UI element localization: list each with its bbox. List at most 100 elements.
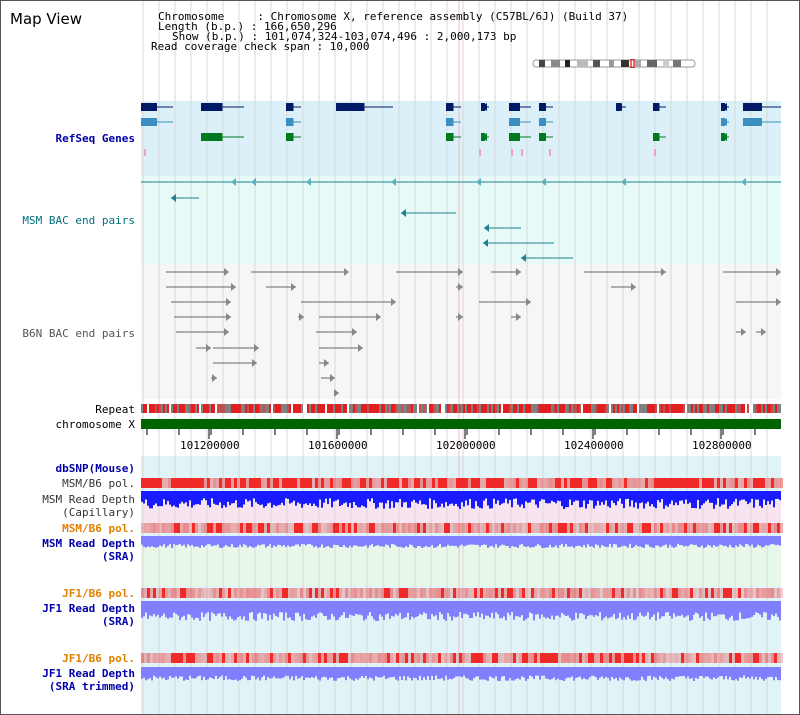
depth-bar xyxy=(179,601,181,621)
chromosome-ideogram[interactable] xyxy=(531,53,699,69)
polymorphism-cell xyxy=(489,478,492,488)
depth-bar xyxy=(313,491,315,504)
depth-bar xyxy=(245,667,247,678)
depth-bar xyxy=(183,601,185,616)
repeat-segment xyxy=(143,404,145,413)
depth-bar xyxy=(375,601,377,621)
polymorphism-cell xyxy=(615,478,618,488)
depth-bar xyxy=(189,536,191,546)
depth-bar xyxy=(547,601,549,618)
polymorphism-cell xyxy=(366,523,369,533)
repeat-segment xyxy=(721,404,723,413)
depth-bar xyxy=(529,491,531,503)
repeat-segment xyxy=(535,404,537,413)
polymorphism-cell xyxy=(642,653,645,663)
polymorphism-cell xyxy=(492,653,495,663)
depth-bar xyxy=(733,667,735,681)
depth-bar xyxy=(201,491,203,501)
repeat-segment xyxy=(289,404,291,413)
depth-bar xyxy=(247,601,249,621)
polymorphism-cell xyxy=(672,588,675,598)
polymorphism-cell xyxy=(342,588,345,598)
repeat-segment xyxy=(623,404,625,413)
depth-bar xyxy=(499,667,501,681)
depth-bar xyxy=(177,601,179,616)
depth-bar xyxy=(203,491,205,499)
depth-bar xyxy=(591,491,593,501)
polymorphism-cell xyxy=(384,478,387,488)
depth-bar xyxy=(279,601,281,613)
depth-bar xyxy=(257,491,259,504)
depth-bar xyxy=(711,536,713,548)
repeat-segment xyxy=(609,404,611,413)
polymorphism-cell xyxy=(444,653,447,663)
polymorphism-cell xyxy=(144,478,147,488)
repeat-segment xyxy=(685,404,687,413)
track-label-refseq-genes[interactable]: RefSeq Genes xyxy=(55,132,135,145)
repeat-segment xyxy=(145,404,147,413)
depth-bar xyxy=(199,667,201,676)
depth-bar xyxy=(167,491,169,502)
depth-bar xyxy=(251,491,253,507)
polymorphism-cell xyxy=(177,523,180,533)
depth-bar xyxy=(681,536,683,546)
depth-bar xyxy=(251,536,253,548)
depth-bar xyxy=(479,536,481,547)
polymorphism-cell xyxy=(213,523,216,533)
depth-bar xyxy=(683,667,685,676)
polymorphism-cell xyxy=(609,588,612,598)
polymorphism-cell xyxy=(705,478,708,488)
depth-bar xyxy=(365,491,367,508)
repeat-segment xyxy=(615,404,617,413)
depth-bar xyxy=(581,601,583,614)
polymorphism-cell xyxy=(657,523,660,533)
polymorphism-cell xyxy=(504,653,507,663)
depth-bar xyxy=(525,601,527,620)
polymorphism-cell xyxy=(318,523,321,533)
polymorphism-cell xyxy=(318,653,321,663)
depth-bar xyxy=(547,491,549,504)
polymorphism-cell xyxy=(150,588,153,598)
repeat-segment xyxy=(699,404,701,413)
depth-bar xyxy=(623,667,625,681)
depth-bar xyxy=(433,491,435,501)
track-label-dbsnp[interactable]: dbSNP(Mouse) xyxy=(55,462,135,475)
polymorphism-cell xyxy=(237,588,240,598)
polymorphism-cell xyxy=(267,653,270,663)
depth-bar xyxy=(695,667,697,678)
depth-bar xyxy=(721,601,723,615)
depth-bar xyxy=(175,491,177,507)
polymorphism-cell xyxy=(417,653,420,663)
depth-bar xyxy=(463,491,465,507)
depth-bar xyxy=(691,667,693,679)
bac-end-marker xyxy=(291,283,296,291)
polymorphism-cell xyxy=(213,478,216,488)
repeat-segment xyxy=(647,404,649,413)
polymorphism-cell xyxy=(459,653,462,663)
repeat-segment xyxy=(217,404,219,413)
depth-bar xyxy=(761,491,763,508)
polymorphism-cell xyxy=(750,653,753,663)
depth-bar xyxy=(751,667,753,677)
depth-bar xyxy=(519,667,521,680)
polymorphism-cell xyxy=(195,478,198,488)
bac-end-marker xyxy=(352,328,357,336)
polymorphism-cell xyxy=(645,523,648,533)
depth-bar xyxy=(671,491,673,501)
track-label-msm-bac[interactable]: MSM BAC end pairs xyxy=(22,214,135,227)
repeat-segment xyxy=(773,404,775,413)
depth-bar xyxy=(491,491,493,509)
depth-bar xyxy=(339,536,341,547)
depth-bar xyxy=(305,536,307,546)
axis-tick-label: 102000000 xyxy=(436,439,496,452)
depth-bar xyxy=(245,601,247,621)
depth-bar xyxy=(429,601,431,620)
depth-bar xyxy=(695,491,697,509)
track-label-b6n-bac[interactable]: B6N BAC end pairs xyxy=(22,327,135,340)
depth-bar xyxy=(181,601,183,618)
bac-end-marker xyxy=(251,178,256,186)
depth-bar xyxy=(371,536,373,544)
repeat-segment xyxy=(549,404,551,413)
depth-bar xyxy=(253,491,255,499)
depth-bar xyxy=(269,667,271,679)
